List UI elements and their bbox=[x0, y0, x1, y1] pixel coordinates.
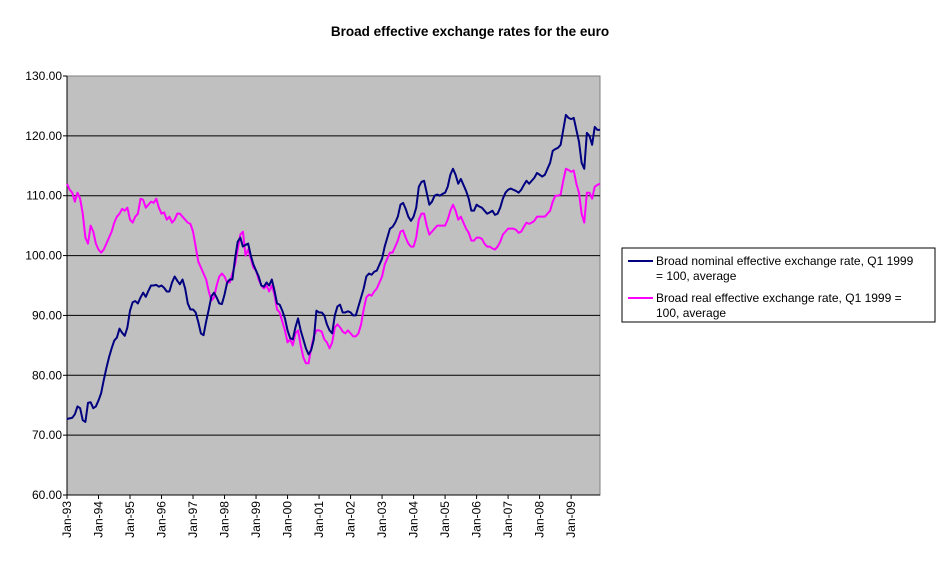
x-tick-label: Jan-97 bbox=[186, 501, 200, 538]
legend-box bbox=[621, 247, 936, 323]
y-tick-label: 120.00 bbox=[25, 129, 62, 143]
x-tick-label: Jan-03 bbox=[375, 501, 389, 538]
x-tick-label: Jan-00 bbox=[281, 501, 295, 538]
y-axis-tick-labels: 60.00 70.00 80.00 90.00 100.00 110.00 120.00 13… bbox=[25, 69, 62, 502]
y-tick-label: 60.00 bbox=[32, 488, 62, 502]
y-tick-label: 70.00 bbox=[32, 428, 62, 442]
x-tick-label: Jan-96 bbox=[155, 501, 169, 538]
x-tick-label: Jan-95 bbox=[123, 501, 137, 538]
y-tick-label: 90.00 bbox=[32, 308, 62, 322]
chart-title: Broad effective exchange rates for the e… bbox=[331, 24, 609, 39]
x-axis-tick-labels: Jan-93 Jan-94 Jan-95 Jan-96 Jan-97 Jan-98 Jan-… bbox=[60, 501, 578, 538]
x-tick-label: Jan-08 bbox=[533, 501, 547, 538]
x-tick-label: Jan-99 bbox=[249, 501, 263, 538]
series-lines bbox=[66, 113, 601, 423]
axes bbox=[63, 75, 600, 499]
legend-label-nominal: Broad nominal effective exchange rate, Q… bbox=[656, 254, 914, 283]
y-tick-label: 80.00 bbox=[32, 368, 62, 382]
legend: Broad nominal effective exchange rate, Q… bbox=[621, 247, 936, 323]
x-tick-label: Jan-05 bbox=[438, 501, 452, 538]
x-tick-label: Jan-01 bbox=[312, 501, 326, 538]
x-tick-label: Jan-06 bbox=[470, 501, 484, 538]
y-tick-label: 110.00 bbox=[26, 189, 62, 203]
y-tick-label: 130.00 bbox=[25, 69, 62, 83]
x-tick-label: Jan-04 bbox=[407, 501, 421, 538]
x-tick-label: Jan-09 bbox=[564, 501, 578, 538]
y-tick-label: 100.00 bbox=[25, 249, 62, 263]
grid-lines bbox=[67, 135, 600, 436]
x-tick-label: Jan-02 bbox=[344, 501, 358, 538]
plot-area bbox=[66, 75, 601, 496]
x-tick-label: Jan-94 bbox=[92, 501, 106, 538]
legend-label-real: Broad real effective exchange rate, Q1 1… bbox=[656, 291, 902, 320]
x-tick-label: Jan-07 bbox=[501, 501, 515, 538]
series-line-real bbox=[66, 167, 601, 365]
series-line-nominal bbox=[66, 113, 600, 423]
x-tick-label: Jan-93 bbox=[60, 501, 74, 538]
x-tick-label: Jan-98 bbox=[218, 501, 232, 538]
